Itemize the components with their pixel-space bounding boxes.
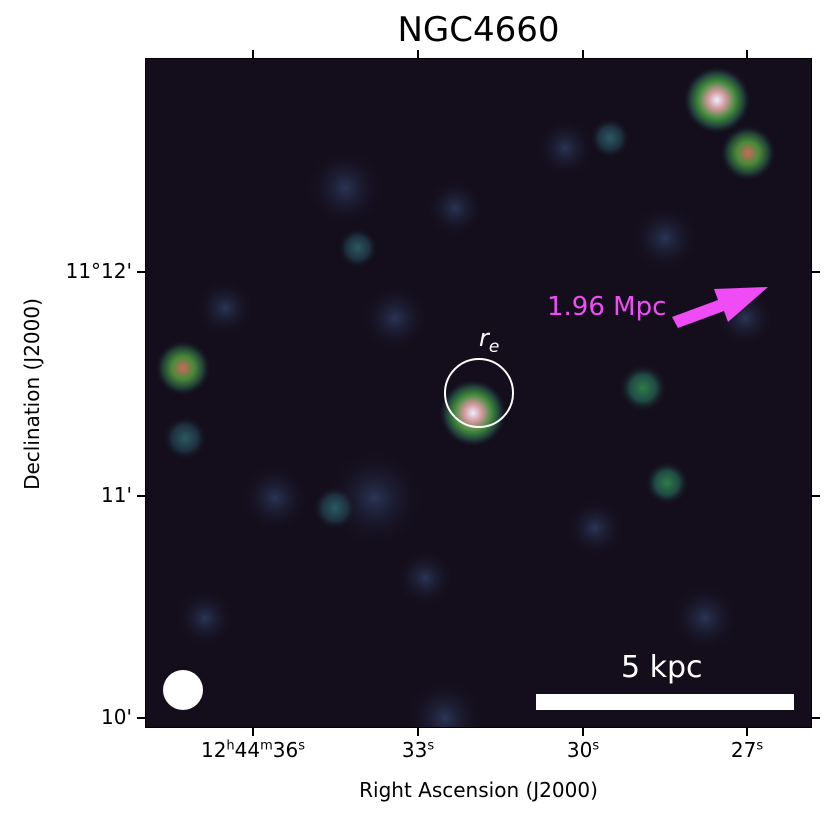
- ytick-left-1: [137, 271, 145, 273]
- source-top-mid-right: [590, 118, 630, 158]
- xtick-top-2: [417, 50, 419, 58]
- ytick-label-3: 10': [101, 705, 132, 729]
- ytick-left-3: [137, 717, 145, 719]
- scalebar-label: 5 kpc: [621, 650, 703, 685]
- xtick-label-1: 12h44m36s: [200, 738, 306, 762]
- source-right-low: [645, 461, 689, 505]
- sources: [155, 66, 776, 530]
- xtick-bottom-2: [417, 728, 419, 736]
- source-center: [439, 379, 507, 447]
- y-axis-label: Declination (J2000): [20, 298, 44, 490]
- x-axis-label: Right Ascension (J2000): [359, 778, 598, 802]
- source-lower-left-teal: [313, 486, 357, 530]
- source-right-mid: [619, 364, 667, 412]
- radius-symbol: r: [479, 324, 489, 352]
- xtick-top-3: [582, 50, 584, 58]
- ytick-label-1: 11°12': [65, 259, 132, 283]
- xtick-bottom-1: [252, 728, 254, 736]
- effective-radius-label: re: [479, 324, 499, 357]
- radius-subscript: e: [488, 336, 500, 357]
- image-title: NGC4660: [397, 10, 560, 50]
- sky-image: 1.96 Mpc re 5 kpc: [145, 58, 812, 728]
- ytick-left-2: [137, 495, 145, 497]
- ytick-right-2: [812, 495, 820, 497]
- sky-image-svg: [155, 66, 794, 728]
- direction-arrow: [672, 287, 768, 328]
- source-upper-mid: [338, 228, 378, 268]
- background-noise: [175, 118, 775, 728]
- xtick-top-4: [746, 50, 748, 58]
- source-top-right-bright: [683, 66, 751, 134]
- ytick-label-2: 11': [101, 483, 132, 507]
- xtick-top-1: [252, 50, 254, 58]
- effective-radius-circle: [444, 358, 514, 428]
- xtick-bottom-4: [746, 728, 748, 736]
- xtick-bottom-3: [582, 728, 584, 736]
- source-left-lower: [163, 416, 207, 460]
- xtick-label-2: 33s: [401, 738, 435, 762]
- source-top-right-second: [720, 125, 776, 181]
- source-left: [155, 340, 211, 396]
- xtick-label-3: 30s: [566, 738, 600, 762]
- distance-label: 1.96 Mpc: [547, 292, 667, 322]
- ytick-right-3: [812, 717, 820, 719]
- beam-marker: [163, 670, 203, 710]
- xtick-label-4: 27s: [730, 738, 764, 762]
- scale-bar: [536, 694, 794, 710]
- ytick-right-1: [812, 271, 820, 273]
